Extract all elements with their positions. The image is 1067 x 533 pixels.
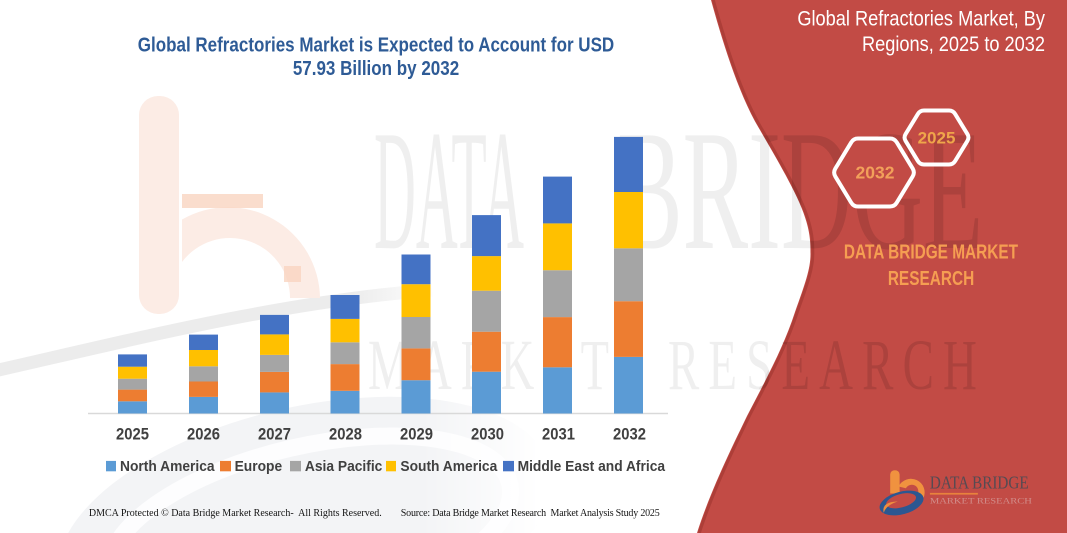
svg-text:2032: 2032 — [856, 163, 895, 183]
svg-text:2025: 2025 — [918, 129, 956, 148]
svg-text:DATA BRIDGE: DATA BRIDGE — [930, 472, 1029, 492]
svg-text:MARKET RESEARCH: MARKET RESEARCH — [930, 495, 1033, 505]
